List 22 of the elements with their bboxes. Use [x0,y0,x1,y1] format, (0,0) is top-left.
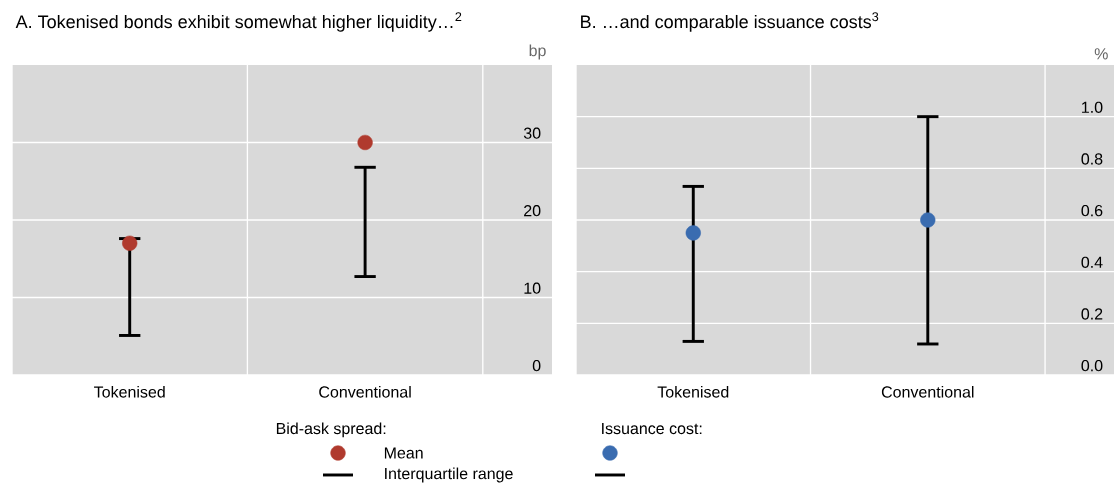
y-tick-label: 20 [524,205,541,217]
text: Interquartile range [385,467,513,483]
y-tick-label: 0.8 [1081,153,1103,165]
y-tick-label: 0.0 [1081,359,1103,372]
y-axis-title: bp [529,44,546,60]
legend-title: Issuance cost: [602,422,702,435]
y-tick-label: 0.4 [1081,256,1103,268]
y-tick-label: 10 [524,282,541,294]
y-tick-label: 30 [523,127,541,139]
chart-title: B. …and comparable issuance costs$^{3}$ [581,12,879,32]
y-tick-label: 0.6 [1081,205,1103,217]
x-tick-label: Conventional [881,385,974,398]
x-tick-label: Conventional [319,385,411,398]
y-axis-title: % [1094,48,1108,60]
y-tick-label: 0.2 [1081,308,1103,320]
x-tick-label: Tokenised [657,385,729,398]
y-tick-label: 1.0 [1082,101,1103,113]
legend-title: Bid-ask spread: [276,422,386,438]
text: Mean [384,447,423,459]
chart-title: A. Tokenised bonds exhibit somewhat higher liquidity…$^{2}$ [15,12,462,32]
y-tick-label: 0 [532,359,541,372]
x-tick-label: Tokenised [94,385,165,398]
